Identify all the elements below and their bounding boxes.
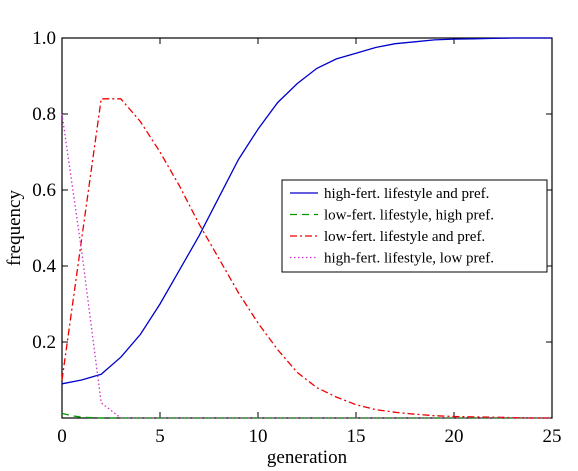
y-tick-label: 1.0	[32, 28, 56, 49]
x-tick-label: 5	[155, 426, 165, 447]
series-layer	[61, 37, 552, 419]
y-tick-label: 0.8	[32, 104, 56, 125]
legend-label-4: high-fert. lifestyle, low pref.	[324, 251, 494, 267]
axis-ticks: 0 5 10 15 20 25 0.2 0.4 0.6 0.8 1.0	[32, 28, 561, 447]
legend-label-3: low-fert. lifestyle and pref.	[324, 229, 485, 245]
series-line-3	[61, 98, 552, 419]
x-tick-label: 0	[57, 426, 67, 447]
legend: high-fert. lifestyle and pref. low-fert. …	[281, 179, 548, 273]
legend-box	[281, 179, 548, 273]
series-line-1	[61, 37, 552, 385]
legend-label-2: low-fert. lifestyle, high pref.	[324, 208, 494, 224]
x-tick-label: 15	[347, 426, 366, 447]
x-axis-title: generation	[267, 447, 348, 468]
legend-label-1: high-fert. lifestyle and pref.	[324, 186, 489, 202]
series-line-4	[61, 113, 552, 419]
y-axis-title: frequency	[4, 190, 25, 266]
x-tick-label: 20	[445, 426, 464, 447]
x-tick-label: 10	[249, 426, 268, 447]
y-tick-label: 0.4	[32, 256, 56, 277]
y-tick-label: 0.6	[32, 180, 56, 201]
x-tick-label: 25	[543, 426, 562, 447]
y-tick-label: 0.2	[32, 332, 56, 353]
